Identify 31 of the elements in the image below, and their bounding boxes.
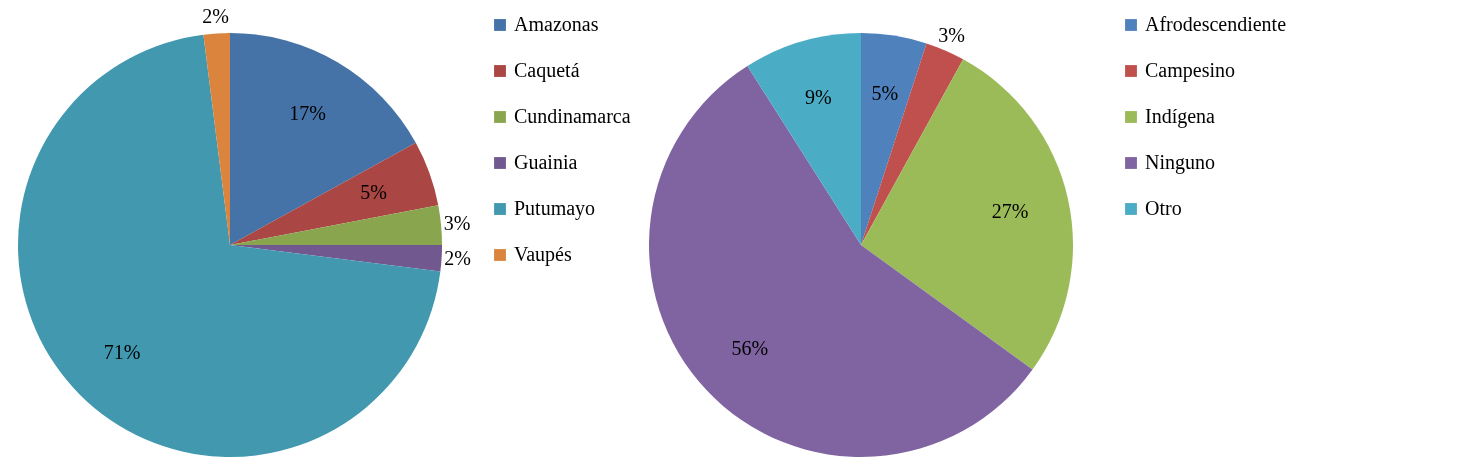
data-label: 71% (103, 340, 141, 363)
pie-slice (649, 66, 1033, 457)
data-label: 5% (871, 82, 899, 105)
data-label: 2% (202, 5, 230, 28)
data-label: 5% (360, 181, 387, 204)
legend-label: Otro (1145, 197, 1182, 219)
pie-slice (18, 34, 441, 457)
pie-slice (747, 33, 861, 245)
legend-label: Putumayo (514, 197, 596, 220)
legend-label: Cundinamarca (514, 105, 631, 127)
legend-label: Guainia (514, 151, 578, 173)
legend-label: Caquetá (514, 59, 580, 82)
data-label: 27% (991, 199, 1029, 222)
data-label: 56% (731, 337, 769, 360)
pie-slice (861, 59, 1073, 370)
pie-slice (230, 33, 416, 245)
legend-label: Vaupés (514, 243, 572, 266)
data-label: 9% (805, 86, 832, 109)
data-label: 2% (444, 247, 471, 270)
legend-label: Indígena (1145, 105, 1216, 128)
legend-label: Amazonas (514, 13, 599, 35)
pie-slice (861, 43, 964, 245)
data-label: 3% (938, 23, 965, 46)
data-label: 3% (443, 211, 471, 234)
pie-slice (230, 142, 439, 245)
legend-label: Campesino (1145, 59, 1235, 82)
pie-slice (861, 33, 927, 245)
data-label: 17% (289, 101, 327, 124)
legend-label: Ninguno (1145, 151, 1215, 174)
pie-slice (230, 205, 442, 245)
legend-label: Afrodescendiente (1145, 13, 1287, 35)
